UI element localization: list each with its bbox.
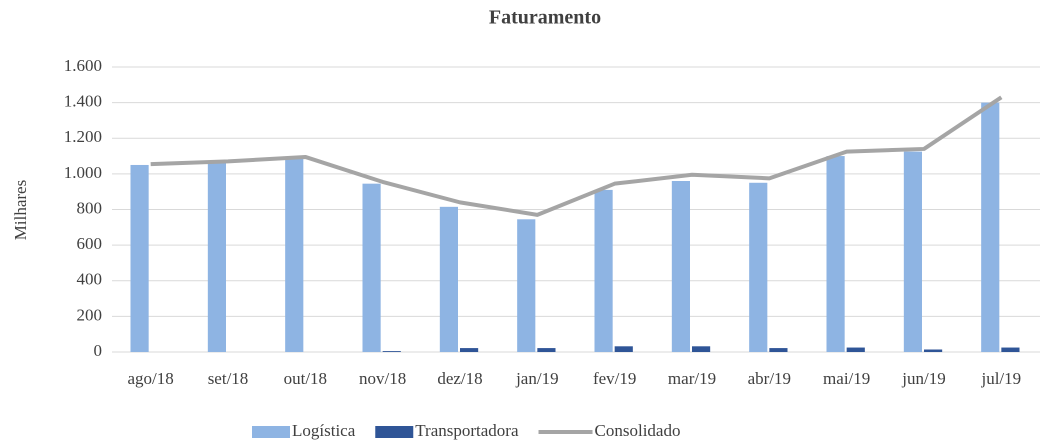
bar [1001, 347, 1020, 352]
legend-label: Transportadora [415, 421, 519, 440]
legend-label: Consolidado [595, 421, 681, 440]
y-tick-label: 1.000 [64, 163, 102, 182]
bar [981, 102, 1000, 352]
x-tick-label: mai/19 [823, 369, 870, 388]
bar [924, 349, 943, 352]
bar [362, 183, 381, 352]
x-tick-label: out/18 [284, 369, 327, 388]
x-tick-label: fev/19 [593, 369, 636, 388]
bar [382, 351, 401, 352]
x-tick-label: jan/19 [515, 369, 559, 388]
y-tick-label: 0 [94, 341, 103, 360]
legend-swatch [375, 426, 414, 438]
y-tick-label: 1.200 [64, 127, 102, 146]
y-tick-label: 200 [77, 305, 103, 324]
bar [439, 206, 458, 352]
y-tick-label: 1.600 [64, 56, 102, 75]
bar [130, 164, 149, 352]
y-tick-label: 800 [77, 198, 103, 217]
bar [614, 346, 633, 352]
x-tick-label: jul/19 [980, 369, 1021, 388]
y-tick-label: 600 [77, 234, 103, 253]
x-tick-label: dez/18 [437, 369, 482, 388]
line [150, 95, 1003, 217]
bar [826, 156, 845, 352]
bar [207, 162, 226, 352]
x-tick-label: nov/18 [359, 369, 406, 388]
legend-label: Logística [292, 421, 356, 440]
x-tick-label: mar/19 [668, 369, 716, 388]
bar [769, 348, 788, 352]
bar [903, 151, 922, 352]
legend-swatch [252, 426, 290, 438]
x-tick-label: set/18 [208, 369, 249, 388]
y-axis-title: Milhares [11, 180, 30, 240]
bar [692, 346, 711, 352]
x-tick-label: jun/19 [901, 369, 945, 388]
bar [671, 181, 690, 352]
chart-title: Faturamento [489, 7, 601, 29]
y-tick-label: 400 [77, 270, 103, 289]
y-tick-label: 1.400 [64, 92, 102, 111]
x-tick-label: ago/18 [128, 369, 174, 388]
bar [749, 182, 768, 352]
bar [460, 348, 479, 352]
x-tick-label: abr/19 [748, 369, 791, 388]
bar [517, 219, 536, 352]
bar [594, 189, 613, 352]
bar [537, 348, 556, 352]
bar [846, 347, 865, 352]
bar [285, 157, 304, 352]
